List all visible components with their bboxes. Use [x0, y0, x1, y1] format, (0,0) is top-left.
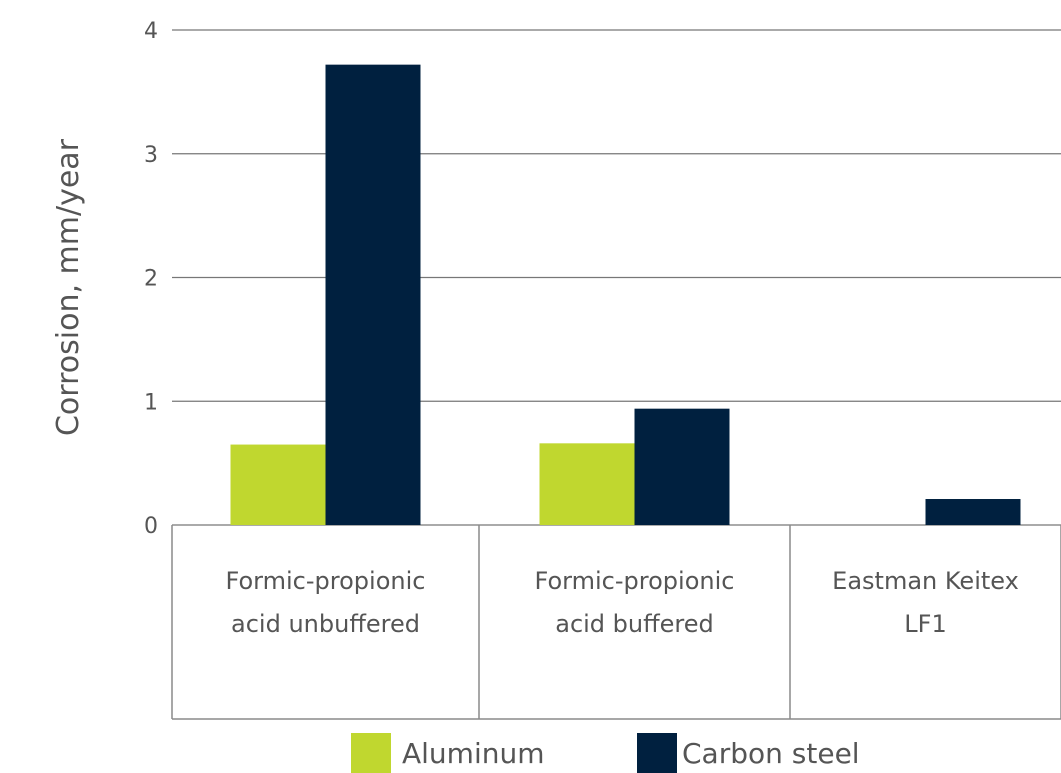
bar-carbon-steel	[925, 499, 1021, 525]
y-axis-ticks: 0 1 2 3 4	[144, 19, 158, 539]
bar-carbon-steel	[325, 64, 421, 526]
bar-carbon-steel	[634, 408, 730, 525]
legend-swatch	[637, 733, 677, 773]
category-label: acid unbuffered	[231, 610, 420, 638]
category-label: Eastman Keitex	[832, 567, 1019, 595]
legend-label: Carbon steel	[682, 737, 860, 770]
y-axis-label: Corrosion, mm/year	[51, 138, 86, 436]
y-tick-label: 0	[144, 514, 158, 539]
y-tick-label: 3	[144, 143, 158, 168]
y-tick-label: 4	[144, 19, 158, 44]
category-label: LF1	[904, 610, 946, 638]
legend-label: Aluminum	[402, 737, 545, 770]
bars	[230, 64, 1021, 526]
category-label: Formic-propionic	[535, 567, 735, 595]
category-label: Formic-propionic	[226, 567, 426, 595]
legend: Aluminum Carbon steel	[351, 733, 860, 773]
y-tick-label: 2	[144, 267, 158, 292]
bar-aluminum	[539, 443, 635, 525]
gridlines	[172, 29, 1061, 526]
legend-swatch	[351, 733, 391, 773]
category-label: acid buffered	[555, 610, 714, 638]
y-tick-label: 1	[144, 390, 158, 415]
bar-aluminum	[230, 444, 326, 525]
category-axis: Formic-propionic acid unbuffered Formic-pr…	[171, 525, 1061, 720]
